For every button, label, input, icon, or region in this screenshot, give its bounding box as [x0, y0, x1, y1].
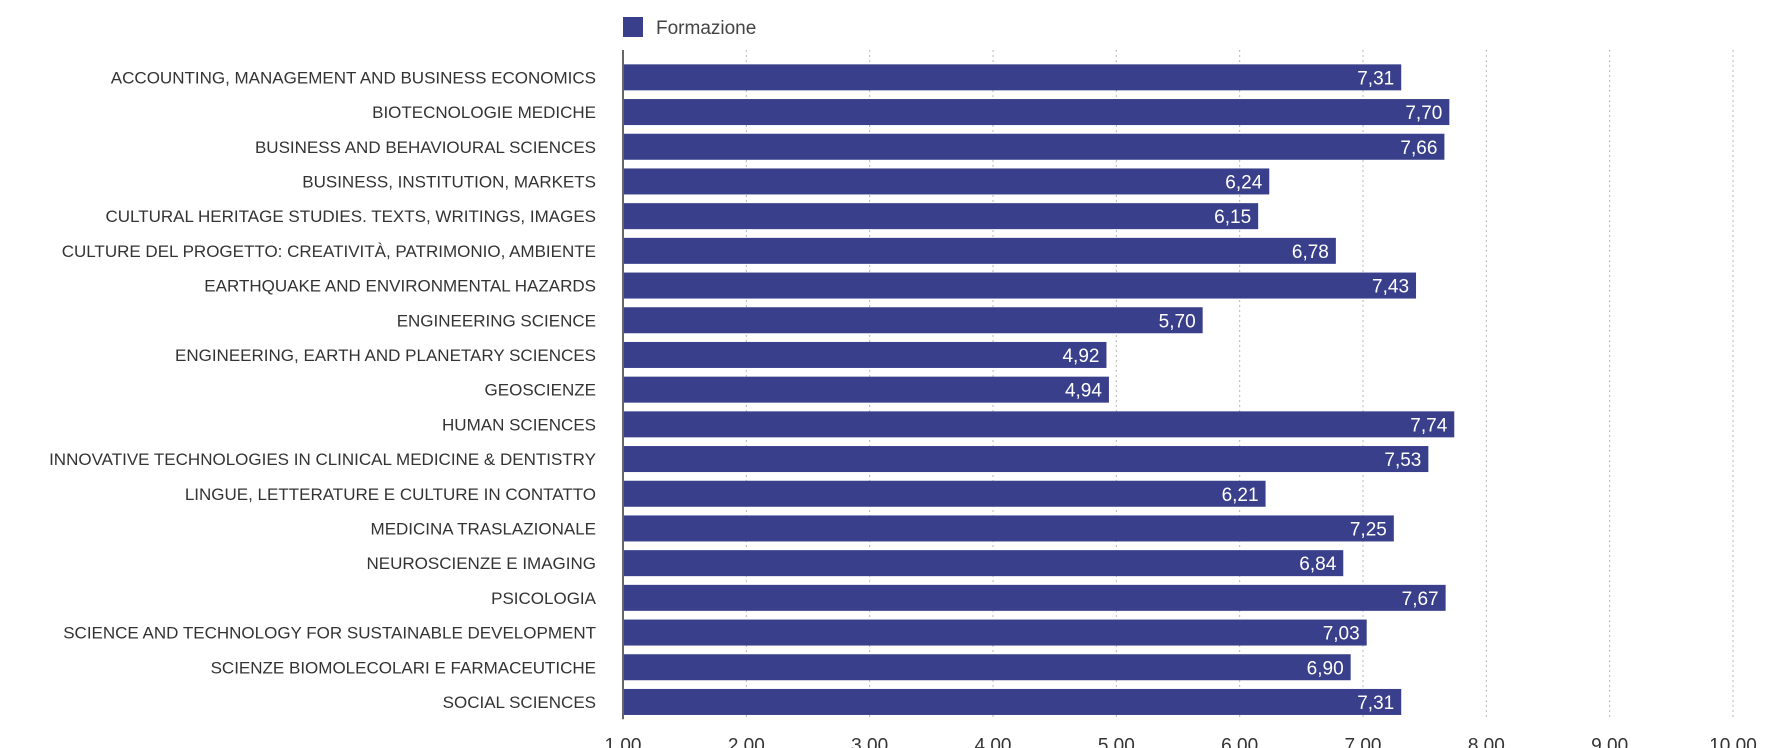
- legend[interactable]: Formazione: [623, 17, 756, 39]
- category-label: CULTURAL HERITAGE STUDIES. TEXTS, WRITIN…: [105, 207, 596, 226]
- x-tick-label: 9,00: [1591, 735, 1628, 748]
- legend-label: Formazione: [656, 18, 756, 39]
- x-tick-label: 4,00: [975, 735, 1012, 748]
- data-label: 6,15: [1214, 207, 1251, 228]
- bars: 7,31 7,70 7,66 6,24 6,15 6,78 7,43 5,70 4,92 4,94…: [624, 64, 1455, 715]
- data-label: 7,74: [1410, 415, 1447, 436]
- bar[interactable]: [624, 515, 1394, 542]
- data-label: 6,21: [1222, 485, 1259, 506]
- x-tick-label: 5,00: [1098, 735, 1135, 748]
- category-label: ENGINEERING SCIENCE: [397, 311, 596, 330]
- data-label: 6,78: [1292, 242, 1329, 263]
- data-label: 7,31: [1357, 68, 1394, 89]
- data-label: 5,70: [1159, 311, 1196, 332]
- category-label: INNOVATIVE TECHNOLOGIES IN CLINICAL MEDI…: [49, 450, 596, 469]
- bar[interactable]: [624, 688, 1402, 715]
- bar[interactable]: [624, 376, 1109, 403]
- category-label: LINGUE, LETTERATURE E CULTURE IN CONTATT…: [185, 485, 596, 504]
- category-label: SOCIAL SCIENCES: [443, 693, 596, 712]
- x-tick-label: 3,00: [851, 735, 888, 748]
- data-label: 6,24: [1225, 172, 1262, 193]
- bar[interactable]: [624, 446, 1429, 473]
- bar[interactable]: [624, 307, 1203, 334]
- category-label: PSICOLOGIA: [491, 589, 597, 608]
- bar[interactable]: [624, 168, 1270, 195]
- bar[interactable]: [624, 411, 1455, 438]
- bar[interactable]: [624, 550, 1344, 577]
- bar[interactable]: [624, 272, 1417, 299]
- bar[interactable]: [624, 619, 1367, 646]
- data-label: 7,67: [1402, 589, 1439, 610]
- grid-lines: [622, 50, 1734, 720]
- data-label: 6,84: [1299, 554, 1336, 575]
- data-label: 7,31: [1357, 693, 1394, 714]
- x-tick-labels: 1,00 2,00 3,00 4,00 5,00 6,00 7,00 8,00 9,00 10,0…: [605, 735, 1757, 748]
- bar[interactable]: [624, 584, 1446, 611]
- data-label: 4,94: [1065, 381, 1102, 402]
- category-label: EARTHQUAKE AND ENVIRONMENTAL HAZARDS: [204, 277, 596, 296]
- category-label: MEDICINA TRASLAZIONALE: [371, 519, 596, 538]
- x-tick-label: 10,00: [1709, 735, 1757, 748]
- data-label: 7,66: [1400, 138, 1437, 159]
- bar[interactable]: [624, 64, 1402, 91]
- category-label: ACCOUNTING, MANAGEMENT AND BUSINESS ECON…: [111, 68, 596, 87]
- category-label: HUMAN SCIENCES: [442, 415, 596, 434]
- category-label: BIOTECNOLOGIE MEDICHE: [372, 103, 596, 122]
- category-label: NEUROSCIENZE E IMAGING: [366, 554, 596, 573]
- data-label: 7,53: [1384, 450, 1421, 471]
- category-label: BUSINESS, INSTITUTION, MARKETS: [302, 172, 596, 191]
- bar[interactable]: [624, 654, 1351, 681]
- bar[interactable]: [624, 203, 1259, 230]
- x-tick-label: 1,00: [605, 735, 642, 748]
- bar[interactable]: [624, 341, 1107, 368]
- x-tick-label: 6,00: [1221, 735, 1258, 748]
- data-label: 6,90: [1307, 658, 1344, 679]
- x-tick-label: 2,00: [728, 735, 765, 748]
- data-label: 7,43: [1372, 277, 1409, 298]
- category-label: ENGINEERING, EARTH AND PLANETARY SCIENCE…: [175, 346, 596, 365]
- category-label: SCIENCE AND TECHNOLOGY FOR SUSTAINABLE D…: [63, 624, 596, 643]
- data-label: 7,25: [1350, 519, 1387, 540]
- x-tick-label: 8,00: [1468, 735, 1505, 748]
- category-label: BUSINESS AND BEHAVIOURAL SCIENCES: [255, 138, 596, 157]
- category-label: CULTURE DEL PROGETTO: CREATIVITÀ, PATRIM…: [62, 242, 596, 261]
- x-tick-label: 7,00: [1345, 735, 1382, 748]
- category-label: GEOSCIENZE: [485, 381, 596, 400]
- bar[interactable]: [624, 237, 1336, 264]
- category-labels: ACCOUNTING, MANAGEMENT AND BUSINESS ECON…: [49, 68, 597, 712]
- data-label: 7,70: [1405, 103, 1442, 124]
- data-label: 4,92: [1062, 346, 1099, 367]
- category-label: SCIENZE BIOMOLECOLARI E FARMACEUTICHE: [211, 658, 596, 677]
- bar[interactable]: [624, 480, 1266, 507]
- bar[interactable]: [624, 133, 1445, 160]
- bar[interactable]: [624, 99, 1450, 126]
- data-label: 7,03: [1323, 624, 1360, 645]
- legend-swatch: [623, 17, 643, 37]
